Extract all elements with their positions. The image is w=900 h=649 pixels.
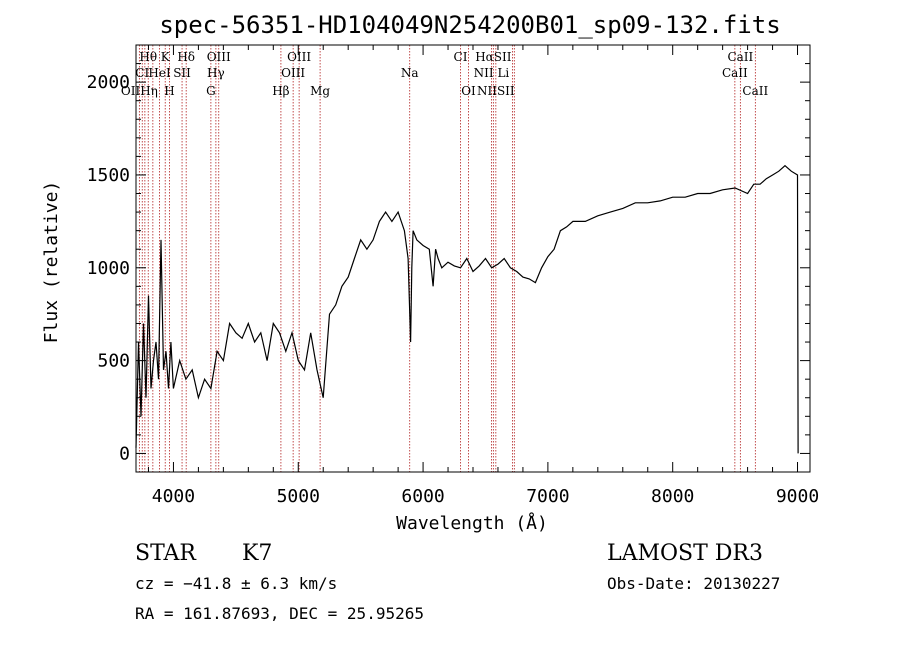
y-tick-label: 500 xyxy=(97,351,130,372)
axis-ticks: 4000 5000 6000 7000 8000 9000 0 500 1000 1500 2000 xyxy=(87,44,819,507)
sky-coordinates: RA = 161.87693, DEC = 25.95265 xyxy=(135,604,424,623)
spectral-line-label: H xyxy=(164,84,174,98)
x-tick-label: 4000 xyxy=(152,486,195,507)
x-tick-label: 7000 xyxy=(526,486,569,507)
redshift-velocity: cz = −41.8 ± 6.3 km/s xyxy=(135,574,337,593)
y-tick-label: 1000 xyxy=(87,258,130,279)
x-axis-label: Wavelength (Å) xyxy=(396,512,548,534)
y-tick-label: 0 xyxy=(119,443,130,464)
spectral-line-label: CaII xyxy=(742,84,768,98)
spectral-line-label: OIII xyxy=(281,66,305,80)
y-tick-label: 2000 xyxy=(87,72,130,93)
spectral-line-label: CaII xyxy=(722,66,748,80)
spectral-line-label: CI xyxy=(135,66,149,80)
spectral-line-label: HeI xyxy=(148,66,171,80)
spectral-line-label: CI xyxy=(454,50,468,64)
x-tick-label: 9000 xyxy=(776,486,819,507)
spectral-line-label: OIIHη xyxy=(121,84,158,98)
spectral-line-label: Na xyxy=(401,66,419,80)
x-tick-label: 5000 xyxy=(277,486,320,507)
spectral-line-label: G xyxy=(206,84,216,98)
spectral-line-label: CaII xyxy=(727,50,753,64)
spectral-line-label: OIII xyxy=(287,50,311,64)
spectral-line-label: NIISII xyxy=(477,84,515,98)
spectral-line-label: OI xyxy=(461,84,476,98)
spectral-line-markers xyxy=(138,45,756,472)
chart-title: spec-56351-HD104049N254200B01_sp09-132.f… xyxy=(159,11,780,39)
spectral-line-label: OIII xyxy=(207,50,231,64)
plot-frame xyxy=(135,44,811,473)
y-tick-label: 1500 xyxy=(87,165,130,186)
object-class: STAR xyxy=(135,541,197,566)
spectral-line-label: Mg xyxy=(310,84,330,98)
spectral-line-label: Hδ xyxy=(177,50,195,64)
object-subclass: K7 xyxy=(242,541,272,566)
spectral-line-label: Hθ xyxy=(139,50,157,64)
spectral-line-label: Hγ xyxy=(207,66,225,80)
x-tick-label: 8000 xyxy=(651,486,694,507)
survey-name: LAMOST DR3 xyxy=(607,541,763,566)
spectral-line-label: Hβ xyxy=(272,84,289,98)
spectral-line-label: K xyxy=(161,50,171,64)
y-axis-label: Flux (relative) xyxy=(41,181,62,344)
spectral-line-label: HαSII xyxy=(475,50,512,64)
observation-date: Obs-Date: 20130227 xyxy=(607,574,780,593)
spectrum-line xyxy=(135,164,799,454)
x-tick-label: 6000 xyxy=(401,486,444,507)
spectral-line-label: NII Li xyxy=(474,66,510,80)
spectral-line-label: SII xyxy=(173,66,191,80)
